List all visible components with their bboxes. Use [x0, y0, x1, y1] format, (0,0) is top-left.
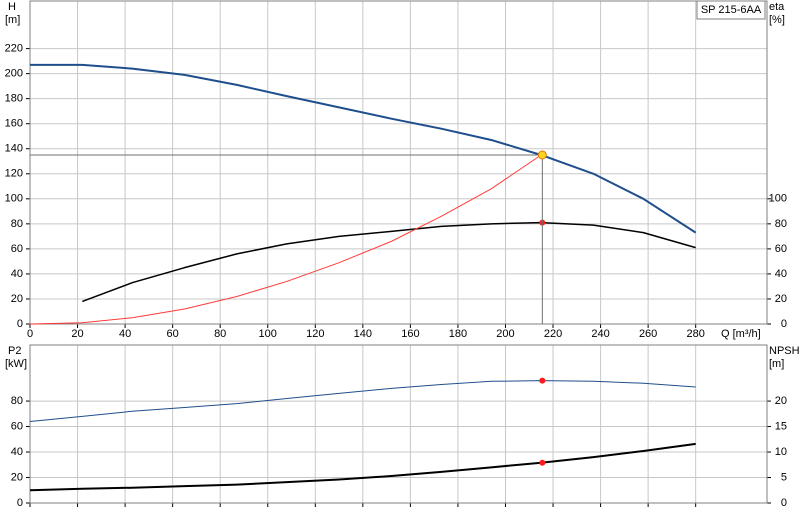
curve — [29, 442, 696, 492]
y2-tick-label: 5 — [781, 471, 787, 483]
chart-title: SP 215-6AA — [701, 4, 762, 16]
curve — [29, 380, 696, 422]
x-tick-label: 200 — [496, 328, 514, 340]
x-tick-label: 260 — [639, 328, 657, 340]
y2-axis-unit: [%] — [769, 14, 785, 26]
plot-area — [30, 345, 767, 503]
y2-tick-label: 0 — [781, 318, 787, 330]
plot-border — [29, 0, 768, 325]
y2-tick-label: 0 — [781, 497, 787, 509]
y-tick-label: 120 — [5, 168, 23, 180]
y-tick-label: 20 — [11, 471, 23, 483]
y-axis-label: P2 — [8, 345, 21, 357]
x-tick-label: 60 — [167, 328, 179, 340]
y-tick-label: 0 — [17, 497, 23, 509]
y2-axis-unit: [m] — [769, 358, 784, 370]
x-tick-label: 20 — [71, 328, 83, 340]
y-tick-label: 0 — [17, 318, 23, 330]
y-axis-unit: [m] — [5, 14, 20, 26]
y-axis-unit: [kW] — [5, 358, 27, 370]
y-tick-label: 180 — [5, 93, 23, 105]
x-tick-label: 180 — [449, 328, 467, 340]
x-tick-label: 280 — [686, 328, 704, 340]
y2-tick-label: 15 — [775, 420, 787, 432]
curve — [82, 221, 696, 303]
x-tick-label: 160 — [401, 328, 419, 340]
operating-point — [539, 377, 546, 384]
y-tick-label: 100 — [5, 193, 23, 205]
y2-tick-label: 20 — [775, 293, 787, 305]
y2-tick-label: 20 — [775, 395, 787, 407]
y-tick-label: 60 — [11, 420, 23, 432]
y2-tick-label: 100 — [769, 193, 787, 205]
y-tick-label: 60 — [11, 243, 23, 255]
y2-axis-label: NPSH — [769, 345, 800, 357]
x-tick-label: 220 — [544, 328, 562, 340]
x-tick-label: 240 — [591, 328, 609, 340]
y-tick-label: 220 — [5, 42, 23, 54]
y2-axis-label: eta — [769, 1, 785, 13]
y2-tick-label: 10 — [775, 446, 787, 458]
y-tick-label: 40 — [11, 268, 23, 280]
x-tick-label: 100 — [259, 328, 277, 340]
x-tick-label: 0 — [27, 328, 33, 340]
y-tick-label: 200 — [5, 68, 23, 80]
y-axis-label: H — [8, 1, 16, 13]
y-tick-label: 140 — [5, 143, 23, 155]
title-box — [696, 0, 766, 20]
y-tick-label: 80 — [11, 218, 23, 230]
operating-point — [537, 150, 547, 160]
plot-border — [29, 344, 768, 504]
y2-tick-label: 40 — [775, 268, 787, 280]
y-tick-label: 80 — [11, 395, 23, 407]
y-tick-label: 20 — [11, 293, 23, 305]
operating-point — [539, 459, 546, 466]
x-tick-label: 120 — [306, 328, 324, 340]
y-tick-label: 160 — [5, 118, 23, 130]
y2-tick-label: 80 — [775, 218, 787, 230]
curve — [29, 154, 542, 325]
x-axis-label: Q [m³/h] — [721, 328, 761, 340]
x-tick-label: 140 — [354, 328, 372, 340]
y-tick-label: 40 — [11, 446, 23, 458]
x-tick-label: 80 — [214, 328, 226, 340]
x-tick-label: 40 — [119, 328, 131, 340]
plot-area — [30, 1, 767, 324]
curve — [30, 63, 697, 234]
y2-tick-label: 60 — [775, 243, 787, 255]
